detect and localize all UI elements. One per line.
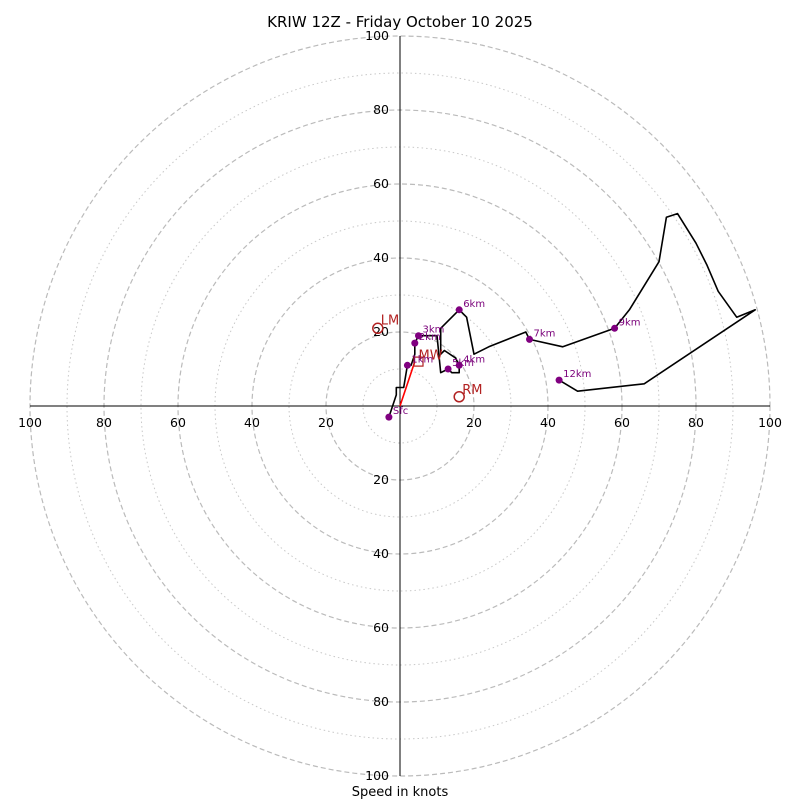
height-label-12km: 12km (563, 369, 591, 380)
x-axis-label: Speed in knots (352, 785, 449, 800)
tick-up-60: 60 (373, 176, 389, 191)
storm-motion-markers: LM RM MW (372, 313, 482, 403)
bunkers-left-label: LM (381, 313, 399, 328)
tick-left-60: 60 (170, 415, 186, 430)
height-marker-1km (403, 361, 411, 369)
height-label-6km: 6km (463, 299, 485, 310)
height-label-9km: 9km (619, 317, 641, 328)
height-label-7km: 7km (534, 328, 556, 339)
height-marker-5km (444, 365, 452, 373)
bunkers-right-label: RM (462, 383, 482, 398)
tick-down-60: 60 (373, 620, 389, 635)
height-label-sfc: Sfc (393, 406, 408, 417)
tick-left-20: 20 (318, 415, 334, 430)
shear-vector-line (399, 361, 416, 407)
tick-down-80: 80 (373, 694, 389, 709)
height-marker-sfc (385, 413, 393, 421)
chart-title: KRIW 12Z - Friday October 10 2025 (267, 13, 533, 31)
height-marker-7km (526, 335, 533, 343)
hodograph-line (388, 212, 757, 418)
tick-left-40: 40 (244, 415, 260, 430)
tick-down-20: 20 (373, 472, 389, 487)
height-label-4km: 4km (463, 354, 485, 365)
tick-up-40: 40 (373, 250, 389, 265)
height-marker-4km (455, 361, 463, 369)
tick-right-100: 100 (758, 415, 782, 430)
shear-vector (399, 361, 416, 407)
tick-right-80: 80 (688, 415, 704, 430)
mean-wind-label: MW (419, 349, 443, 364)
tick-down-100: 100 (365, 768, 389, 783)
tick-left-100: 100 (18, 415, 42, 430)
height-label-2km: 2km (419, 332, 441, 343)
height-marker-2km (411, 339, 419, 347)
height-marker-6km (455, 306, 463, 314)
mean-wind-marker (413, 356, 424, 367)
tick-up-80: 80 (373, 102, 389, 117)
tick-right-60: 60 (614, 415, 630, 430)
height-label-5km: 5km (452, 358, 474, 369)
height-marker-12km (555, 376, 563, 384)
tick-right-40: 40 (540, 415, 556, 430)
tick-up-100: 100 (365, 28, 389, 43)
tick-right-20: 20 (466, 415, 482, 430)
tick-left-80: 80 (96, 415, 112, 430)
height-marker-3km (415, 332, 422, 340)
height-label-1km: 1km (411, 354, 433, 365)
bunkers-left-marker (372, 322, 384, 335)
tick-down-40: 40 (373, 546, 389, 561)
wind-trace (388, 212, 757, 418)
tick-labels: 100 80 60 40 20 20 40 60 80 100100806040202040608… (18, 28, 782, 783)
height-marker-9km (611, 324, 619, 332)
height-label-3km: 3km (423, 325, 445, 336)
bunkers-right-marker (453, 391, 465, 403)
